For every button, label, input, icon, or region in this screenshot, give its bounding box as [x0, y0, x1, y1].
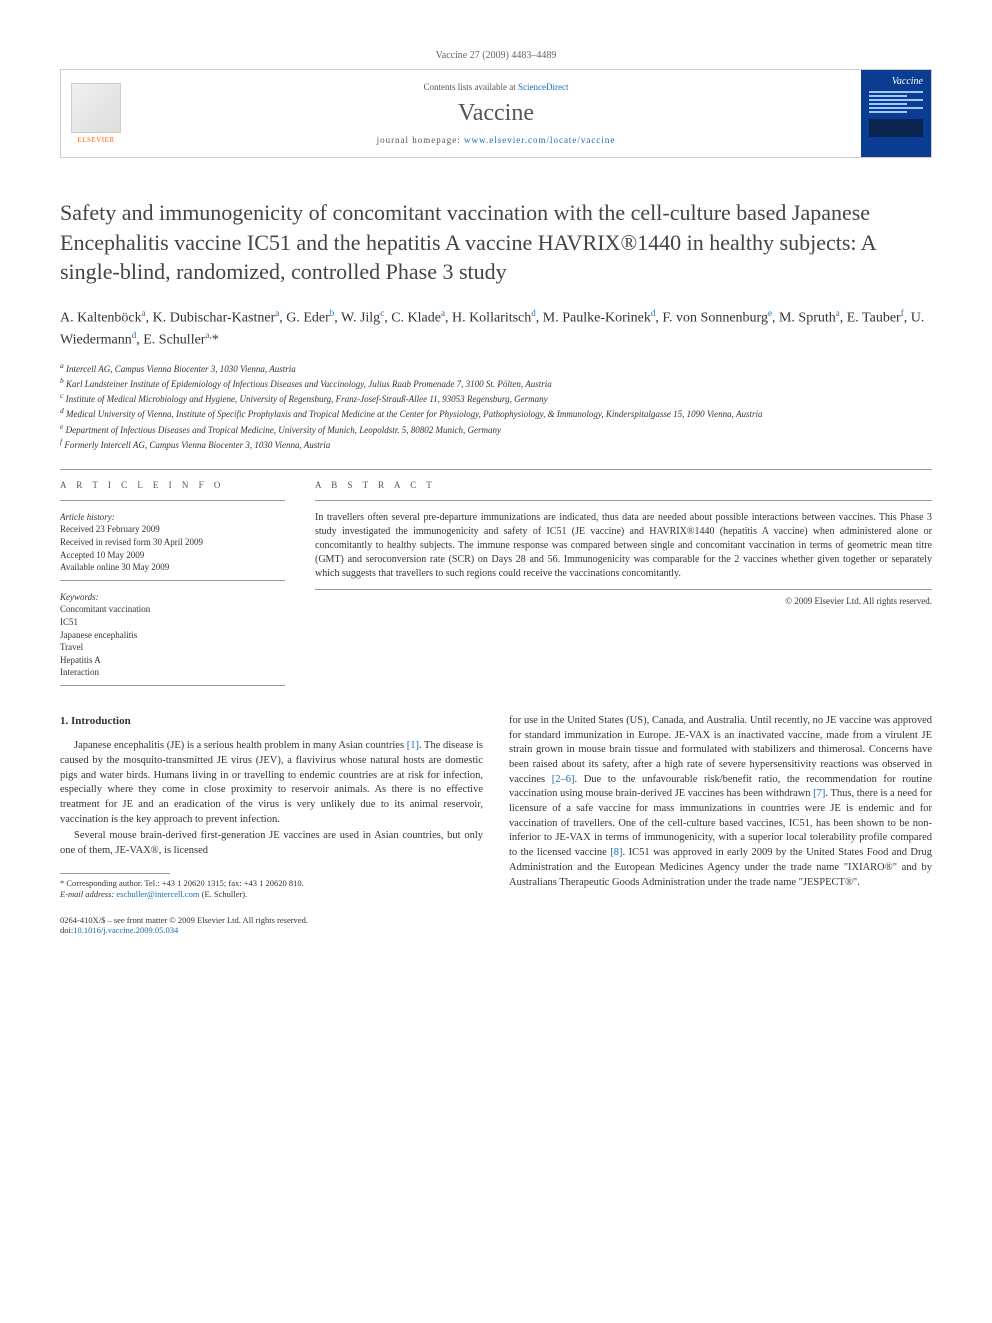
footnote-corr: * Corresponding author. Tel.: +43 1 2062…: [60, 878, 483, 889]
citation-line: Vaccine 27 (2009) 4483–4489: [60, 50, 932, 61]
homepage-prefix: journal homepage:: [377, 135, 464, 145]
abstract-copyright: © 2009 Elsevier Ltd. All rights reserved…: [315, 596, 932, 606]
citation-ref[interactable]: [7]: [813, 788, 825, 799]
affiliations: a Intercell AG, Campus Vienna Biocenter …: [60, 361, 932, 451]
keyword: Interaction: [60, 666, 285, 679]
journal-name: Vaccine: [141, 100, 851, 127]
contents-available: Contents lists available at ScienceDirec…: [141, 82, 851, 92]
separator: [60, 469, 932, 470]
cover-bar: [869, 111, 907, 113]
abstract-heading: A B S T R A C T: [315, 480, 932, 490]
journal-cover-thumb: Vaccine: [861, 70, 931, 157]
body-columns: 1. Introduction Japanese encephalitis (J…: [60, 714, 932, 901]
abstract-column: A B S T R A C T In travellers often seve…: [315, 480, 932, 686]
affiliation-item: e Department of Infectious Diseases and …: [60, 422, 932, 436]
separator: [60, 500, 285, 501]
homepage-link[interactable]: www.elsevier.com/locate/vaccine: [464, 135, 615, 145]
affiliation-item: b Karl Landsteiner Institute of Epidemio…: [60, 376, 932, 390]
cover-bars: [869, 91, 923, 113]
email-link[interactable]: eschuller@intercell.com: [116, 889, 199, 899]
affiliation-item: f Formerly Intercell AG, Campus Vienna B…: [60, 437, 932, 451]
article-history: Article history: Received 23 February 20…: [60, 511, 285, 581]
keywords: Keywords: Concomitant vaccination IC51 J…: [60, 591, 285, 686]
doi-label: doi:: [60, 925, 73, 935]
cover-title: Vaccine: [892, 76, 925, 87]
page-footer: 0264-410X/$ – see front matter © 2009 El…: [60, 915, 932, 935]
text: Japanese encephalitis (JE) is a serious …: [74, 740, 407, 751]
cover-bar: [869, 103, 907, 105]
elsevier-wordmark: ELSEVIER: [77, 136, 114, 144]
keyword: Hepatitis A: [60, 654, 285, 667]
keyword: Travel: [60, 641, 285, 654]
elsevier-logo: ELSEVIER: [61, 70, 131, 157]
history-item: Accepted 10 May 2009: [60, 549, 285, 562]
text: . The disease is caused by the mosquito-…: [60, 740, 483, 824]
abstract-text: In travellers often several pre-departur…: [315, 511, 932, 590]
body-para: for use in the United States (US), Canad…: [509, 714, 932, 890]
journal-header: ELSEVIER Contents lists available at Sci…: [60, 69, 932, 158]
footnote-email: E-mail address: eschuller@intercell.com …: [60, 889, 483, 900]
cover-bar: [869, 107, 923, 109]
sciencedirect-link[interactable]: ScienceDirect: [518, 82, 568, 92]
cover-dark: [869, 119, 923, 137]
header-center: Contents lists available at ScienceDirec…: [131, 70, 861, 157]
meta-row: A R T I C L E I N F O Article history: R…: [60, 480, 932, 686]
elsevier-tree-icon: [71, 83, 121, 133]
citation-ref[interactable]: [1]: [407, 740, 419, 751]
history-item: Received in revised form 30 April 2009: [60, 536, 285, 549]
cover-bar: [869, 95, 907, 97]
keyword: Japanese encephalitis: [60, 629, 285, 642]
doi-link[interactable]: 10.1016/j.vaccine.2009.05.034: [73, 925, 178, 935]
affiliation-item: a Intercell AG, Campus Vienna Biocenter …: [60, 361, 932, 375]
keyword: Concomitant vaccination: [60, 603, 285, 616]
citation-ref[interactable]: [8]: [610, 847, 622, 858]
issn-line: 0264-410X/$ – see front matter © 2009 El…: [60, 915, 932, 925]
article-info-heading: A R T I C L E I N F O: [60, 480, 285, 490]
author-list: A. Kaltenböcka, K. Dubischar-Kastnera, G…: [60, 307, 932, 351]
footnote-separator: [60, 873, 170, 874]
cover-bar: [869, 99, 923, 101]
contents-prefix: Contents lists available at: [424, 82, 518, 92]
corresponding-footnote: * Corresponding author. Tel.: +43 1 2062…: [60, 878, 483, 901]
article-info-column: A R T I C L E I N F O Article history: R…: [60, 480, 285, 686]
article-title: Safety and immunogenicity of concomitant…: [60, 198, 932, 287]
email-label: E-mail address:: [60, 889, 116, 899]
body-para: Several mouse brain-derived first-genera…: [60, 829, 483, 858]
text: Several mouse brain-derived first-genera…: [60, 830, 483, 856]
affiliation-item: c Institute of Medical Microbiology and …: [60, 391, 932, 405]
doi-line: doi:10.1016/j.vaccine.2009.05.034: [60, 925, 932, 935]
affiliation-item: d Medical University of Vienna, Institut…: [60, 406, 932, 420]
email-suffix: (E. Schuller).: [199, 889, 247, 899]
history-item: Received 23 February 2009: [60, 523, 285, 536]
keywords-label: Keywords:: [60, 591, 285, 604]
citation-ref[interactable]: [2–6]: [552, 774, 575, 785]
cover-bar: [869, 91, 923, 93]
history-item: Available online 30 May 2009: [60, 561, 285, 574]
journal-homepage: journal homepage: www.elsevier.com/locat…: [141, 135, 851, 145]
section-heading-intro: 1. Introduction: [60, 714, 483, 729]
body-para: Japanese encephalitis (JE) is a serious …: [60, 739, 483, 827]
keyword: IC51: [60, 616, 285, 629]
separator: [315, 500, 932, 501]
history-label: Article history:: [60, 511, 285, 524]
